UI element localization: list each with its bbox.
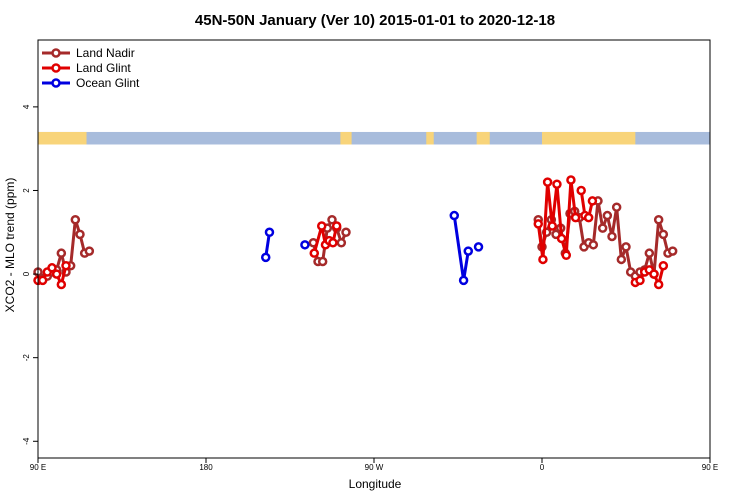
x-tick-label: 90 E: [30, 463, 46, 472]
plot-frame: [37, 39, 711, 459]
data-point: [587, 196, 598, 206]
x-axis-title: Longitude: [349, 477, 402, 491]
data-point: [644, 248, 655, 258]
data-point: [473, 242, 484, 252]
data-point: [542, 177, 553, 187]
land-ocean-strip: [38, 131, 710, 145]
data-point: [561, 250, 572, 261]
data-point: [260, 252, 271, 263]
data-point: [566, 175, 576, 185]
data-point: [331, 221, 342, 231]
data-point: [621, 242, 631, 252]
data-point: [597, 223, 608, 233]
data-point: [538, 254, 548, 265]
data-point: [547, 221, 558, 231]
y-tick-label: -4: [22, 437, 31, 445]
series-land-glint: [33, 175, 669, 290]
data-point: [635, 275, 645, 286]
land-band: [426, 131, 434, 145]
x-tick-label: 90 E: [702, 463, 718, 472]
data-point: [51, 269, 62, 279]
data-point: [602, 210, 613, 221]
data-point: [56, 248, 67, 258]
series-land-nadir: [33, 196, 678, 284]
data-point: [649, 269, 659, 279]
data-point: [616, 254, 627, 265]
data-point: [328, 237, 338, 248]
y-tick-label: 4: [22, 104, 31, 109]
data-point: [576, 185, 586, 196]
land-band: [38, 131, 87, 145]
legend-label: Land Glint: [76, 61, 131, 75]
data-point: [588, 240, 599, 250]
data-point: [47, 263, 57, 273]
chart-title: 45N-50N January (Ver 10) 2015-01-01 to 2…: [195, 12, 555, 29]
legend-swatch-marker: [51, 48, 61, 58]
data-point: [667, 246, 678, 256]
data-point: [316, 221, 327, 231]
data-point: [458, 275, 469, 286]
data-point: [449, 210, 460, 221]
data-point: [552, 179, 562, 189]
legend-label: Ocean Glint: [76, 76, 140, 90]
y-tick-label: 2: [22, 188, 31, 193]
x-tick-label: 0: [540, 463, 545, 472]
series-ocean-glint: [260, 210, 484, 286]
data-point: [341, 227, 351, 238]
axes-layer: 90 E 180 90 W 0 90 E -4 -2 0 2 4: [22, 104, 718, 472]
data-point: [583, 212, 594, 223]
data-point: [653, 279, 664, 290]
data-point: [264, 227, 275, 238]
data-point: [61, 260, 71, 271]
land-band: [340, 131, 352, 145]
data-point: [658, 260, 669, 271]
data-point: [463, 246, 474, 256]
x-tick-label: 180: [199, 463, 213, 472]
data-point: [75, 229, 85, 240]
legend-label: Land Nadir: [76, 46, 135, 60]
data-point: [70, 214, 81, 225]
data-point: [607, 231, 617, 242]
y-axis-title: XCO2 - MLO trend (ppm): [3, 178, 17, 313]
land-band: [476, 131, 490, 145]
data-point: [37, 275, 48, 286]
data-point: [336, 237, 347, 248]
data-point: [300, 240, 310, 250]
data-point: [658, 229, 669, 240]
x-tick-label: 90 W: [365, 463, 384, 472]
data-point: [570, 212, 581, 223]
y-tick-label: 0: [22, 271, 31, 276]
legend-swatch-marker: [51, 78, 61, 88]
data-point: [56, 279, 67, 290]
legend-swatch-marker: [51, 63, 61, 73]
data-point: [317, 256, 328, 267]
data-point: [556, 233, 567, 244]
data-point: [533, 219, 544, 229]
series-layer: [33, 175, 678, 290]
data-point: [611, 202, 622, 212]
land-band: [542, 131, 636, 145]
data-point: [653, 214, 664, 225]
data-point: [84, 246, 95, 256]
data-point: [309, 248, 320, 258]
data-point: [327, 214, 337, 225]
y-tick-label: -2: [22, 354, 31, 362]
